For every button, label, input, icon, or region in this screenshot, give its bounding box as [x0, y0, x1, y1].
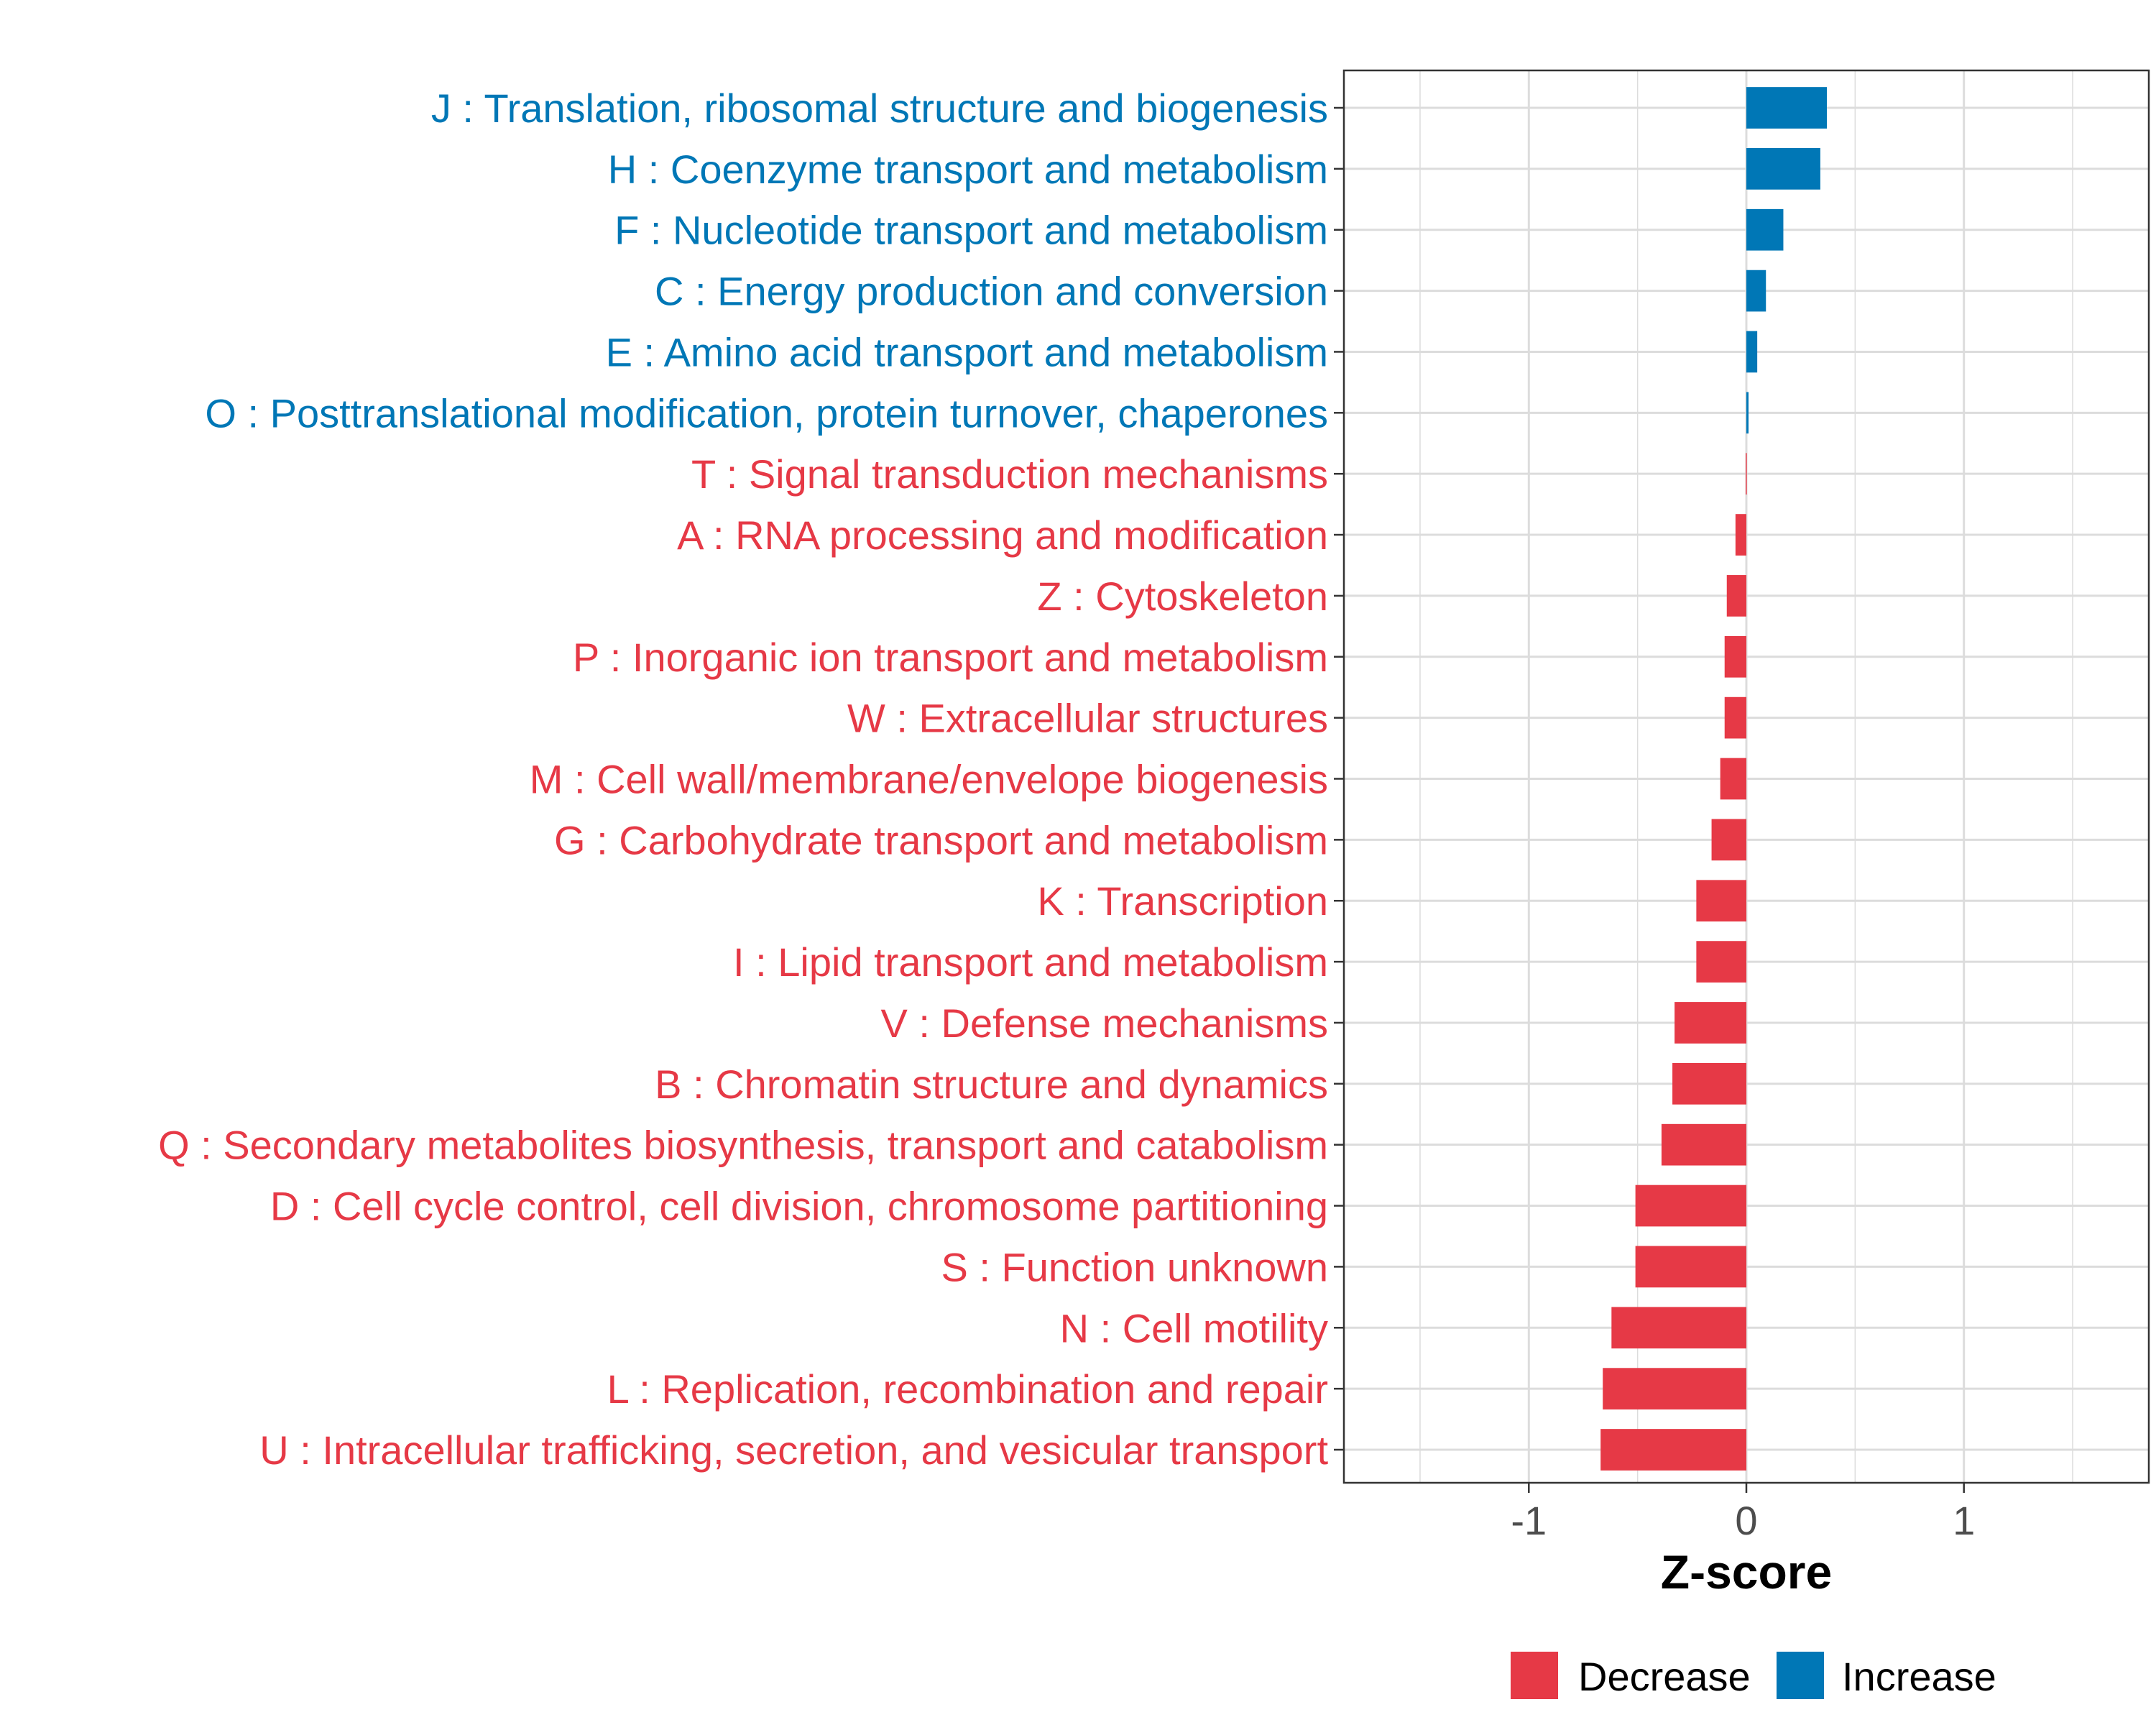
y-tick-label: S : Function unknown — [941, 1244, 1328, 1289]
y-tick-label: A : RNA processing and modification — [677, 512, 1328, 558]
legend-label-decrease: Decrease — [1578, 1654, 1751, 1699]
y-tick-label: J : Translation, ribosomal structure and… — [431, 86, 1328, 131]
bar — [1746, 453, 1747, 495]
bar — [1600, 1429, 1746, 1471]
y-tick-label: O : Posttranslational modification, prot… — [205, 390, 1328, 436]
y-tick-label: M : Cell wall/membrane/envelope biogenes… — [530, 757, 1328, 802]
bar — [1746, 392, 1749, 434]
bar — [1735, 514, 1746, 556]
bar — [1674, 1002, 1746, 1044]
bar — [1603, 1368, 1746, 1409]
bar — [1696, 941, 1746, 983]
bar — [1746, 331, 1758, 373]
bar — [1724, 696, 1746, 739]
bar — [1746, 270, 1766, 312]
bar — [1746, 148, 1820, 190]
y-tick-label: B : Chromatin structure and dynamics — [655, 1062, 1328, 1107]
legend-swatch-increase — [1777, 1652, 1824, 1699]
y-tick-label: I : Lipid transport and metabolism — [733, 939, 1328, 985]
y-axis-ticks — [1334, 106, 1344, 1451]
y-tick-label: L : Replication, recombination and repai… — [607, 1366, 1328, 1412]
x-tick-label: 1 — [1953, 1498, 1975, 1543]
y-tick-label: F : Nucleotide transport and metabolism — [614, 208, 1328, 253]
bar — [1672, 1062, 1746, 1105]
legend-swatch-decrease — [1511, 1652, 1558, 1699]
bar — [1696, 880, 1746, 922]
x-tick-label: -1 — [1511, 1498, 1547, 1543]
y-tick-label: K : Transcription — [1037, 878, 1328, 924]
y-tick-label: U : Intracellular trafficking, secretion… — [259, 1427, 1328, 1473]
bars — [1600, 87, 1827, 1471]
legend: Decrease Increase — [1511, 1652, 1996, 1699]
y-tick-label: D : Cell cycle control, cell division, c… — [270, 1184, 1328, 1229]
y-tick-label: V : Defense mechanisms — [881, 1000, 1328, 1046]
bar — [1746, 208, 1784, 251]
y-tick-label: T : Signal transduction mechanisms — [691, 451, 1328, 497]
bar — [1726, 575, 1746, 617]
y-tick-label: C : Energy production and conversion — [655, 269, 1328, 314]
bar — [1661, 1123, 1746, 1166]
bar — [1611, 1307, 1746, 1349]
y-tick-label: P : Inorganic ion transport and metaboli… — [573, 635, 1328, 680]
bar — [1635, 1184, 1746, 1227]
y-tick-label: W : Extracellular structures — [847, 696, 1328, 741]
bar — [1711, 819, 1746, 861]
bar — [1724, 635, 1746, 678]
bar — [1635, 1246, 1746, 1288]
y-tick-label: H : Coenzyme transport and metabolism — [608, 147, 1328, 192]
bar — [1746, 87, 1827, 129]
legend-label-increase: Increase — [1842, 1654, 1996, 1699]
x-axis-ticks: -1 0 1 — [1511, 1483, 1975, 1543]
y-tick-label: N : Cell motility — [1060, 1305, 1328, 1351]
y-tick-label: Q : Secondary metabolites biosynthesis, … — [158, 1123, 1328, 1168]
y-tick-label: Z : Cytoskeleton — [1037, 574, 1328, 619]
x-tick-label: 0 — [1735, 1498, 1757, 1543]
bar — [1720, 758, 1746, 800]
x-axis-title: Z-score — [1661, 1545, 1832, 1598]
y-tick-label: G : Carbohydrate transport and metabolis… — [554, 817, 1328, 862]
y-tick-label: E : Amino acid transport and metabolism — [606, 329, 1328, 374]
y-axis-category-labels: J : Translation, ribosomal structure and… — [158, 86, 1328, 1473]
